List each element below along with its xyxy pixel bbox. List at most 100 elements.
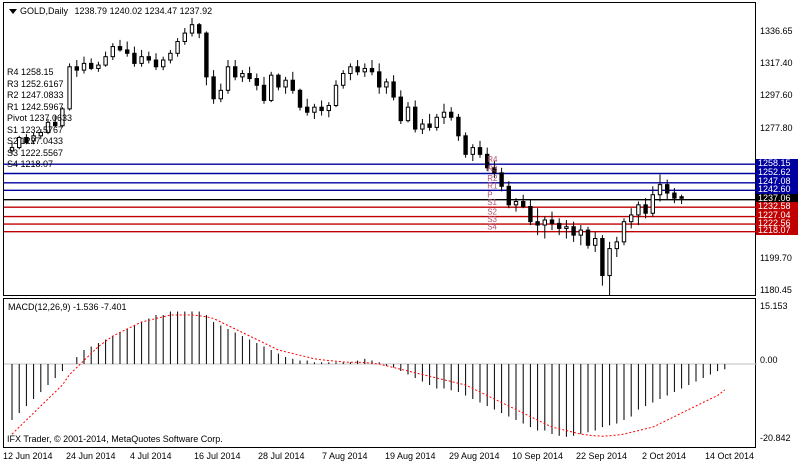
- candle-body: [53, 121, 58, 127]
- candle: [319, 100, 324, 116]
- candle: [585, 226, 591, 249]
- candle-body: [132, 52, 137, 64]
- price-tag-r4: 1258.15: [756, 158, 798, 168]
- candle-body: [348, 66, 353, 75]
- candle: [218, 83, 224, 103]
- candle-body: [499, 172, 504, 187]
- candle-body: [60, 108, 65, 127]
- candle: [17, 135, 22, 150]
- price-tag-r1: 1242.60: [756, 184, 798, 194]
- dropdown-triangle-icon[interactable]: [9, 9, 17, 15]
- candle-body: [319, 106, 324, 112]
- candle-body: [492, 167, 497, 174]
- pivot-values-list: R4 1258.15 R3 1252.6167 R2 1247.0833 R1 …: [7, 67, 72, 171]
- chart-pivot-label: S2: [487, 208, 497, 217]
- candle-body: [31, 135, 36, 142]
- candle-body: [125, 49, 130, 54]
- candle-body: [600, 238, 605, 277]
- candle: [89, 58, 94, 71]
- candle-body: [665, 184, 670, 194]
- candle: [189, 17, 195, 37]
- candle-body: [204, 32, 209, 78]
- macd-axis-label: -20.842: [760, 433, 791, 443]
- date-label: 16 Jul 2014: [194, 451, 241, 461]
- price-tag-s2: 1227.04: [756, 211, 798, 221]
- candle: [506, 181, 512, 209]
- chart-pivot-label: S1: [487, 198, 497, 207]
- candle: [269, 71, 274, 103]
- candle: [31, 132, 36, 145]
- date-label: 4 Jul 2014: [130, 451, 172, 461]
- candle-body: [38, 131, 43, 137]
- candle: [456, 113, 461, 141]
- price-tag-r2: 1247.08: [756, 177, 798, 187]
- candle: [240, 70, 245, 82]
- candle-body: [290, 79, 296, 91]
- candle: [45, 118, 51, 135]
- candle: [175, 38, 180, 57]
- candle: [470, 144, 476, 162]
- price-axis-label: 1317.40: [760, 58, 793, 68]
- candle-body: [542, 219, 547, 226]
- candle-body: [456, 116, 461, 137]
- macd-axis-label: 0.00: [760, 355, 778, 365]
- candle-body: [211, 76, 216, 100]
- candle-body: [449, 111, 454, 118]
- candle-body: [312, 106, 317, 113]
- candle-body: [161, 59, 166, 68]
- price-tag-s1: 1232.58: [756, 201, 798, 211]
- date-label: 22 Sep 2014: [576, 451, 628, 461]
- date-label: 28 Jul 2014: [258, 451, 305, 461]
- candle-body: [341, 73, 346, 86]
- candle-body: [672, 192, 677, 199]
- pivot-s4: S4 1218.07: [7, 159, 54, 169]
- candle: [139, 49, 144, 67]
- pivot-s2: S2 1227.0433: [7, 136, 64, 146]
- candle-body: [384, 81, 389, 88]
- candle: [643, 198, 648, 219]
- price-chart[interactable]: R4 R3 R2 R1 P S1 S2 S3 S4 GOLD,Daily 1238.79 124…: [3, 2, 757, 297]
- candle-body: [333, 84, 339, 106]
- candle: [405, 102, 411, 123]
- candle-body: [420, 123, 425, 130]
- candle: [513, 198, 519, 212]
- date-label: 14 Oct 2014: [705, 451, 755, 461]
- candle: [621, 218, 627, 246]
- price-axis-label: 1277.80: [760, 123, 793, 133]
- candle: [463, 132, 468, 158]
- candle-body: [593, 238, 598, 246]
- candle-body: [614, 241, 619, 250]
- candle: [283, 76, 288, 94]
- candle-body: [657, 184, 663, 196]
- pivot-p: Pivot 1237.0633: [7, 113, 73, 123]
- candle-body: [240, 73, 245, 78]
- candle: [449, 107, 454, 121]
- candle-body: [470, 147, 476, 155]
- candle-body: [434, 116, 440, 128]
- chart-pivot-label: R1: [487, 181, 498, 190]
- candle-body: [139, 56, 144, 64]
- chart-pivot-label: P: [487, 191, 492, 200]
- candle-body: [377, 71, 382, 88]
- candle: [391, 75, 396, 101]
- candle: [81, 56, 87, 74]
- candle: [607, 241, 612, 296]
- candle: [564, 219, 569, 239]
- candle-body: [650, 194, 655, 214]
- candle-body: [45, 121, 51, 133]
- candle-body: [549, 219, 555, 224]
- candle: [333, 80, 339, 108]
- candle: [557, 218, 562, 236]
- candle: [341, 70, 346, 89]
- candle: [312, 103, 317, 119]
- candle: [53, 115, 58, 128]
- macd-panel[interactable]: MACD(12,26,9) -1.536 -7.401 IFX Trader, …: [3, 298, 757, 449]
- candle-body: [413, 106, 418, 130]
- candle-body: [369, 67, 375, 73]
- price-tag-r3: 1252.62: [756, 167, 798, 177]
- candle: [204, 31, 209, 86]
- macd-canvas[interactable]: [4, 299, 757, 449]
- candle: [233, 60, 238, 81]
- date-label: 24 Jun 2014: [66, 451, 116, 461]
